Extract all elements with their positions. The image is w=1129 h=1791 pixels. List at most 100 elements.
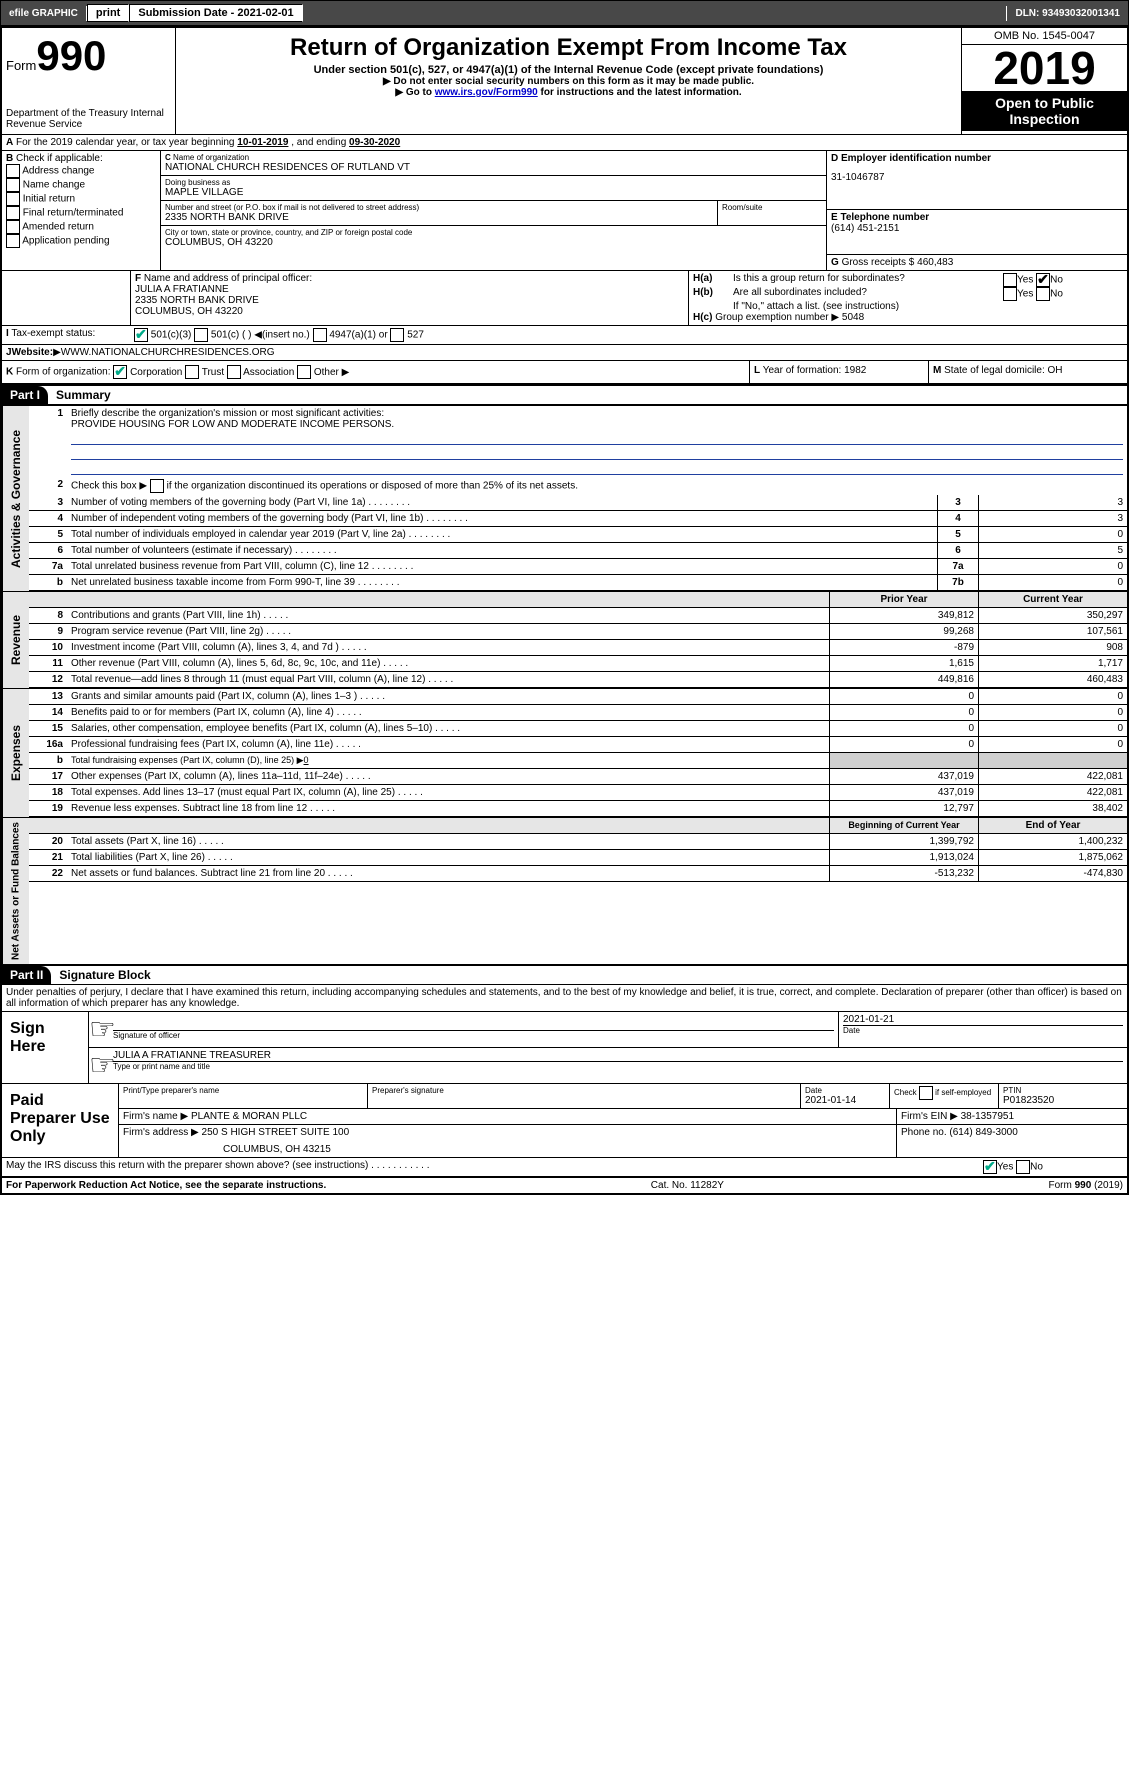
sign-here-block: Sign Here ☞ Signature of officer 2021-01… [2, 1012, 1127, 1084]
sign-date: 2021-01-21 [843, 1014, 1123, 1025]
section-klm: K Form of organization: Corporation Trus… [2, 361, 1127, 384]
city-state-zip: COLUMBUS, OH 43220 [165, 237, 822, 248]
checkbox-address-change[interactable] [6, 164, 20, 178]
form-org-trust[interactable] [185, 365, 199, 379]
form-note-1: Do not enter social security numbers on … [180, 76, 957, 87]
checkbox-final-return-terminated[interactable] [6, 206, 20, 220]
form-number: Form990 [6, 32, 171, 80]
top-bar: efile GRAPHIC print Submission Date - 20… [0, 0, 1129, 26]
website: WWW.NATIONALCHURCHRESIDENCES.ORG [61, 347, 275, 358]
527-checkbox[interactable] [390, 328, 404, 342]
line-3-value: 3 [978, 495, 1127, 510]
open-inspection: Open to Public Inspection [962, 91, 1127, 131]
part2-header: Part II Signature Block [2, 964, 1127, 985]
dln: DLN: 93493032001341 [1006, 6, 1128, 21]
section-a: A For the 2019 calendar year, or tax yea… [2, 135, 1127, 151]
line-8-prior: 349,812 [829, 608, 978, 623]
line-22-current: -474,830 [978, 866, 1127, 881]
part1-header: Part I Summary [2, 384, 1127, 405]
irs-link[interactable]: www.irs.gov/Form990 [435, 87, 538, 98]
section-c: C Name of organization NATIONAL CHURCH R… [161, 151, 826, 270]
discontinued-checkbox[interactable] [150, 479, 164, 493]
year-formation: 1982 [844, 365, 866, 376]
footer: For Paperwork Reduction Act Notice, see … [2, 1176, 1127, 1193]
line-12-prior: 449,816 [829, 672, 978, 687]
line-19-prior: 12,797 [829, 801, 978, 816]
501c-checkbox[interactable] [194, 328, 208, 342]
line-13-current: 0 [978, 689, 1127, 704]
section-h: H(a) Is this a group return for subordin… [689, 271, 1127, 325]
line-13-prior: 0 [829, 689, 978, 704]
line-15-prior: 0 [829, 721, 978, 736]
line-20-current: 1,400,232 [978, 834, 1127, 849]
line-16a-prior: 0 [829, 737, 978, 752]
checkbox-application-pending[interactable] [6, 234, 20, 248]
checkbox-name-change[interactable] [6, 178, 20, 192]
section-bcdeg: B Check if applicable: Address change Na… [2, 151, 1127, 271]
group-exemption: 5048 [842, 312, 864, 323]
part1-governance: Activities & Governance 1 Briefly descri… [2, 405, 1127, 591]
line-21-prior: 1,913,024 [829, 850, 978, 865]
part1-revenue: Revenue Prior Year Current Year 8Contrib… [2, 591, 1127, 688]
ein: 31-1046787 [831, 172, 1123, 183]
state-domicile: OH [1048, 365, 1063, 376]
form-org-association[interactable] [227, 365, 241, 379]
officer-name: JULIA A FRATIANNE [135, 284, 684, 295]
line-10-current: 908 [978, 640, 1127, 655]
discuss-no-checkbox[interactable] [1016, 1160, 1030, 1174]
line-4-value: 3 [978, 511, 1127, 526]
line-5-value: 0 [978, 527, 1127, 542]
501c3-checkbox[interactable] [134, 328, 148, 342]
self-employed-checkbox[interactable] [919, 1086, 933, 1100]
firm-phone: (614) 849-3000 [949, 1127, 1017, 1138]
line-14-prior: 0 [829, 705, 978, 720]
line-11-current: 1,717 [978, 656, 1127, 671]
line-16a-current: 0 [978, 737, 1127, 752]
section-fh: F Name and address of principal officer:… [2, 271, 1127, 326]
line-7a-value: 0 [978, 559, 1127, 574]
part1-expenses: Expenses 13Grants and similar amounts pa… [2, 688, 1127, 817]
line-9-current: 107,561 [978, 624, 1127, 639]
line-17-current: 422,081 [978, 769, 1127, 784]
4947-checkbox[interactable] [313, 328, 327, 342]
line-18-current: 422,081 [978, 785, 1127, 800]
ptin: P01823520 [1003, 1095, 1123, 1106]
print-button[interactable]: print [87, 4, 129, 22]
line-6-value: 5 [978, 543, 1127, 558]
form-note-2: Go to www.irs.gov/Form990 for instructio… [180, 87, 957, 98]
org-name: NATIONAL CHURCH RESIDENCES OF RUTLAND VT [165, 162, 822, 173]
submission-date: Submission Date - 2021-02-01 [129, 4, 302, 22]
form-title: Return of Organization Exempt From Incom… [180, 34, 957, 62]
officer-name-title: JULIA A FRATIANNE TREASURER [113, 1050, 1123, 1061]
line-17-prior: 437,019 [829, 769, 978, 784]
paid-preparer-block: Paid Preparer Use Only Print/Type prepar… [2, 1084, 1127, 1158]
form-org-other[interactable] [297, 365, 311, 379]
firm-ein: 38-1357951 [961, 1111, 1014, 1122]
checkbox-initial-return[interactable] [6, 192, 20, 206]
street-address: 2335 NORTH BANK DRIVE [165, 212, 713, 223]
part1-netassets: Net Assets or Fund Balances Beginning of… [2, 817, 1127, 964]
line-10-prior: -879 [829, 640, 978, 655]
firm-name: PLANTE & MORAN PLLC [191, 1111, 307, 1122]
line-14-current: 0 [978, 705, 1127, 720]
gross-receipts: 460,483 [917, 257, 953, 268]
section-f: F Name and address of principal officer:… [131, 271, 689, 325]
line-7b-value: 0 [978, 575, 1127, 590]
form-header: Form990 Department of the Treasury Inter… [2, 28, 1127, 135]
checkbox-amended-return[interactable] [6, 220, 20, 234]
line-18-prior: 437,019 [829, 785, 978, 800]
prep-date: 2021-01-14 [805, 1095, 885, 1106]
line-11-prior: 1,615 [829, 656, 978, 671]
phone: (614) 451-2151 [831, 223, 1123, 234]
form-org-corporation[interactable] [113, 365, 127, 379]
line-20-prior: 1,399,792 [829, 834, 978, 849]
section-j: J Website: WWW.NATIONALCHURCHRESIDENCES.… [2, 345, 1127, 361]
line-21-current: 1,875,062 [978, 850, 1127, 865]
line-19-current: 38,402 [978, 801, 1127, 816]
section-deg: D Employer identification number 31-1046… [826, 151, 1127, 270]
discuss-row: May the IRS discuss this return with the… [2, 1158, 1127, 1176]
dba-name: MAPLE VILLAGE [165, 187, 822, 198]
line-22-prior: -513,232 [829, 866, 978, 881]
discuss-yes-checkbox[interactable] [983, 1160, 997, 1174]
form-container: Form990 Department of the Treasury Inter… [0, 26, 1129, 1195]
